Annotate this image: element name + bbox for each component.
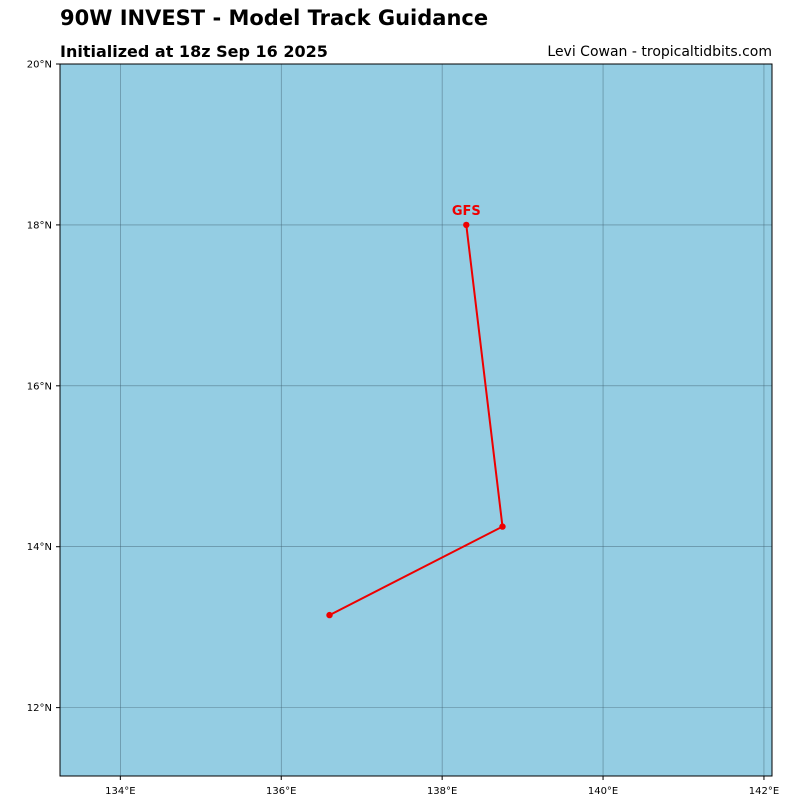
lat-tick-label: 18°N <box>27 220 52 231</box>
track-point <box>326 611 333 619</box>
lat-tick-label: 12°N <box>27 703 52 714</box>
lon-tick-label: 142°E <box>749 786 779 797</box>
lat-tick-label: 14°N <box>27 542 52 553</box>
lat-tick-label: 20°N <box>27 60 52 71</box>
init-time-subtitle: Initialized at 18z Sep 16 2025 <box>60 42 328 61</box>
lon-tick-label: 140°E <box>588 786 618 797</box>
lon-tick-label: 136°E <box>266 786 296 797</box>
map-frame <box>59 63 773 777</box>
model-tracks: GFS <box>326 204 506 619</box>
track-point <box>463 221 470 229</box>
credit-text: Levi Cowan - tropicaltidbits.com <box>547 44 772 60</box>
lat-tick-label: 16°N <box>27 381 52 392</box>
graticule <box>60 63 772 776</box>
track-point <box>499 523 506 530</box>
map-title: 90W INVEST - Model Track Guidance <box>60 6 489 30</box>
ocean-background <box>60 64 772 776</box>
axis-ticks: 134°E 136°E 138°E 140°E 142°E 12°N 14°N 16°N 18°… <box>27 60 779 798</box>
model-label-gfs: GFS <box>452 204 481 219</box>
lon-tick-label: 138°E <box>427 786 457 797</box>
lon-tick-label: 134°E <box>105 786 135 797</box>
